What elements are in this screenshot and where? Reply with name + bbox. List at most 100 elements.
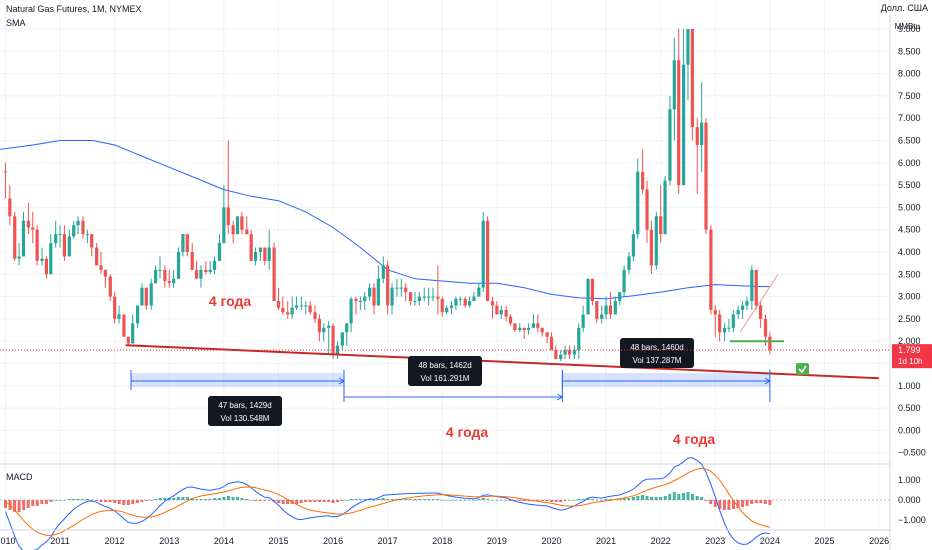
candle-body: [727, 327, 731, 329]
macd-legend[interactable]: MACD: [6, 472, 33, 482]
macd-bar: [122, 500, 126, 505]
macd-bar: [363, 499, 367, 500]
macd-bar: [663, 496, 667, 500]
candle-body: [140, 287, 144, 306]
candle-body: [290, 307, 294, 315]
macd-bar: [449, 500, 453, 501]
symbol-title[interactable]: Natural Gas Futures, 1M, NYMEX: [6, 4, 142, 14]
y-tick-label: 7.000: [898, 113, 921, 123]
candle-body: [686, 29, 690, 65]
candle-body: [540, 327, 544, 333]
macd-bar: [67, 499, 71, 500]
candle-body: [713, 309, 717, 315]
candle-body: [649, 229, 653, 266]
measure-box-line1: 48 bars, 1462d: [418, 361, 471, 370]
candle-body: [581, 314, 585, 328]
macd-bar: [245, 499, 249, 500]
macd-bar: [358, 499, 362, 500]
channel-line: [739, 274, 779, 333]
candle-body: [677, 60, 681, 186]
sma-line: [0, 140, 770, 300]
x-tick-label: 2010: [0, 536, 15, 546]
macd-bar: [158, 498, 162, 500]
candle-body: [313, 312, 317, 319]
macd-bar: [618, 499, 622, 500]
candle-body: [85, 234, 89, 236]
candle-body: [577, 327, 581, 351]
candle-body: [281, 307, 285, 313]
macd-bar: [686, 492, 690, 500]
candle-body: [17, 256, 21, 259]
y-tick-label: 3.500: [898, 269, 921, 279]
currency-label[interactable]: Долл. США: [880, 3, 928, 13]
candle-body: [549, 336, 554, 351]
macd-bar: [636, 496, 640, 500]
macd-bar: [668, 494, 672, 500]
sma-legend[interactable]: SMA: [6, 18, 26, 28]
candle-body: [700, 122, 704, 145]
macd-bar: [627, 498, 631, 500]
x-tick-label: 2024: [760, 536, 780, 546]
candle-body: [386, 265, 390, 306]
candle-body: [76, 220, 80, 226]
macd-bar: [563, 500, 567, 501]
candle-body: [317, 318, 322, 333]
macd-bar: [281, 500, 285, 504]
y-tick-label: 2.000: [898, 336, 921, 346]
trend-line: [125, 344, 880, 380]
measure-box: [620, 338, 694, 368]
macd-bar: [413, 499, 417, 500]
candle-body: [131, 323, 135, 344]
candle-body: [740, 305, 745, 310]
last-price-badge: [892, 344, 932, 369]
macd-bar: [308, 500, 312, 502]
macd-line: [5, 457, 770, 550]
candle-body: [522, 327, 526, 331]
candle-body: [390, 287, 394, 306]
annotations: 4 года 4 года 4 года: [209, 274, 809, 447]
macd-pane: [0, 457, 890, 550]
macd-bar: [554, 500, 558, 502]
candle-body: [185, 234, 189, 252]
measure-tools[interactable]: 47 bars, 1429d Vol 130.548M 48 bars, 1462d…: [130, 338, 771, 426]
candle-body: [62, 234, 67, 257]
macd-bar: [622, 498, 626, 500]
macd-bar: [94, 500, 98, 501]
macd-bar: [572, 500, 576, 501]
last-price-countdown: 1d 10h: [898, 357, 922, 366]
candle-body: [163, 269, 167, 281]
macd-bar: [322, 500, 326, 502]
macd-bar: [509, 500, 513, 501]
candle-body: [245, 229, 249, 235]
candle-body: [376, 278, 380, 306]
macd-bar: [117, 500, 121, 504]
candle-body: [758, 305, 763, 319]
candle-body: [222, 207, 226, 244]
macd-bar: [99, 500, 103, 502]
candle-body: [13, 216, 17, 259]
measure-box: [408, 356, 482, 386]
grid: [0, 0, 890, 530]
x-tick-label: 2014: [214, 536, 234, 546]
candle-body: [263, 247, 267, 261]
price-axis[interactable]: 9.000 8.500 8.000 7.500 7.000 6.500 6.000 5.500…: [889, 0, 926, 550]
candle-body: [672, 60, 676, 110]
candle-body: [613, 301, 617, 315]
macd-bar: [454, 500, 458, 501]
candle-body: [181, 234, 185, 252]
time-axis[interactable]: 2010 2011 2012 2013 2014 2015 2016 2017 2018 2019…: [0, 529, 890, 546]
candle-body: [763, 318, 768, 337]
support-line[interactable]: [125, 344, 880, 380]
macd-bar: [213, 498, 217, 500]
macd-bar: [26, 500, 30, 508]
y-tick-label: 3.000: [898, 292, 921, 302]
candle-body: [276, 301, 281, 308]
macd-bar: [468, 500, 472, 501]
macd-bar: [386, 499, 390, 500]
macd-bar: [672, 492, 676, 500]
candle-body: [695, 127, 699, 145]
macd-bar: [63, 500, 67, 501]
candle-body: [567, 350, 572, 355]
macd-bar: [31, 500, 35, 506]
